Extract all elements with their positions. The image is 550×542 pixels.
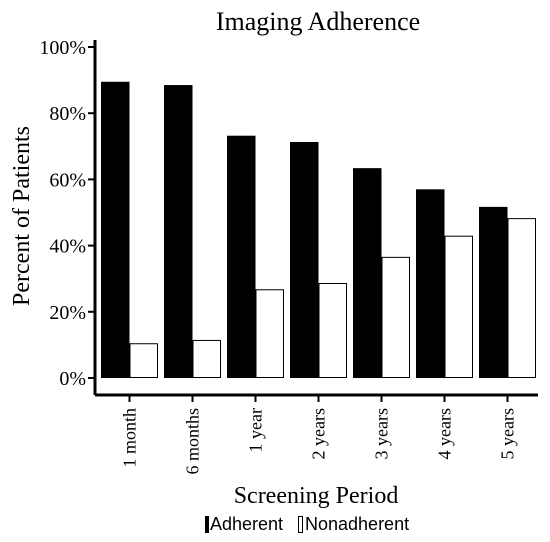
y-tick-label: 40% xyxy=(49,236,86,258)
bar-nonadherent xyxy=(507,218,536,378)
y-tick-label: 60% xyxy=(49,169,86,191)
plot-area: 0% 20% 40% 60% 80% 100% 1 month 6 months 1 year 2… xyxy=(39,37,536,475)
x-tick-label: 1 year xyxy=(246,408,266,452)
bar-nonadherent xyxy=(444,235,473,378)
bar-adherent xyxy=(227,135,256,378)
bar-adherent xyxy=(101,81,130,378)
x-tick-label: 4 years xyxy=(435,408,455,459)
y-axis-label: Percent of Patients xyxy=(9,126,35,306)
x-axis-label: Screening Period xyxy=(234,483,399,509)
x-tick-label: 5 years xyxy=(498,408,518,459)
bar-nonadherent xyxy=(381,256,410,379)
x-tick-label: 1 month xyxy=(120,408,140,468)
y-tick-label: 100% xyxy=(39,37,86,59)
bar-nonadherent xyxy=(318,283,347,378)
bar-adherent xyxy=(479,206,508,378)
bar-adherent xyxy=(290,141,319,378)
bar-adherent xyxy=(416,189,445,378)
x-tick-label: 2 years xyxy=(309,408,329,459)
y-tick-label: 20% xyxy=(49,302,86,324)
legend: Adherent Nonadherent xyxy=(205,514,409,534)
bar-nonadherent xyxy=(192,339,221,378)
legend-swatch-nonadherent xyxy=(298,516,303,533)
bar-adherent xyxy=(164,85,193,378)
legend-swatch-adherent xyxy=(205,516,209,533)
bar-adherent xyxy=(353,168,382,378)
chart-title: Imaging Adherence xyxy=(216,7,420,36)
bar-nonadherent xyxy=(255,289,284,378)
y-tick-label: 0% xyxy=(59,368,86,390)
y-tick-label: 80% xyxy=(49,103,86,125)
legend-label-adherent: Adherent xyxy=(210,514,283,534)
legend-label-nonadherent: Nonadherent xyxy=(305,514,409,534)
bar-nonadherent xyxy=(129,343,158,378)
x-tick-label: 6 months xyxy=(183,408,203,475)
x-tick-label: 3 years xyxy=(372,408,392,459)
